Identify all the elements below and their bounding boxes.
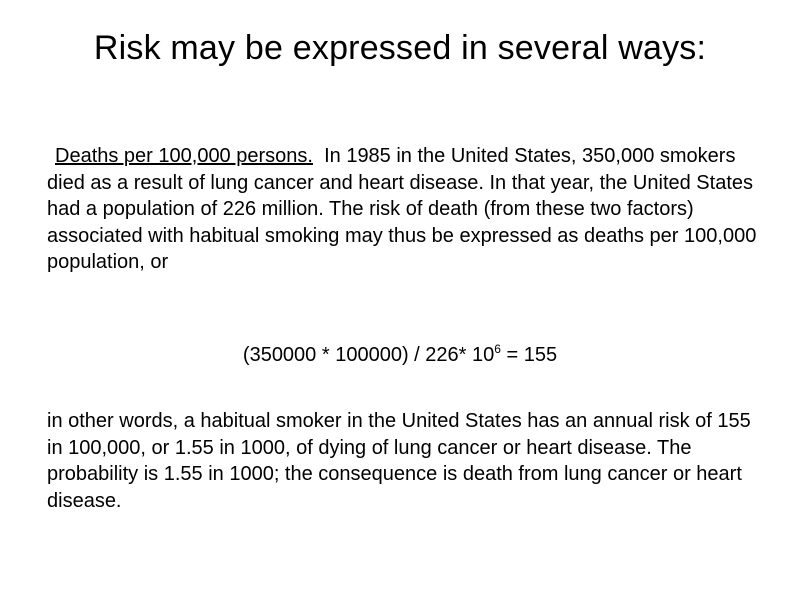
slide-title: Risk may be expressed in several ways: [93, 29, 707, 67]
paragraph-deaths-per-100000: Deaths per 100,000 persons. In 1985 in t… [47, 143, 762, 276]
paragraph-interpretation: in other words, a habitual smoker in the… [47, 410, 751, 512]
formula-main: (350000 * 100000) / 226* 10 [242, 344, 495, 366]
lead-phrase: Deaths per 100,000 persons. [55, 145, 313, 167]
paragraph1-text: In 1985 in the United States, 350,000 sm… [47, 145, 757, 273]
risk-formula: (350000 * 100000) / 226* 106 = 155 [0, 342, 800, 368]
formula-result: = 155 [500, 344, 558, 366]
formula-exponent: 6 [494, 342, 501, 356]
